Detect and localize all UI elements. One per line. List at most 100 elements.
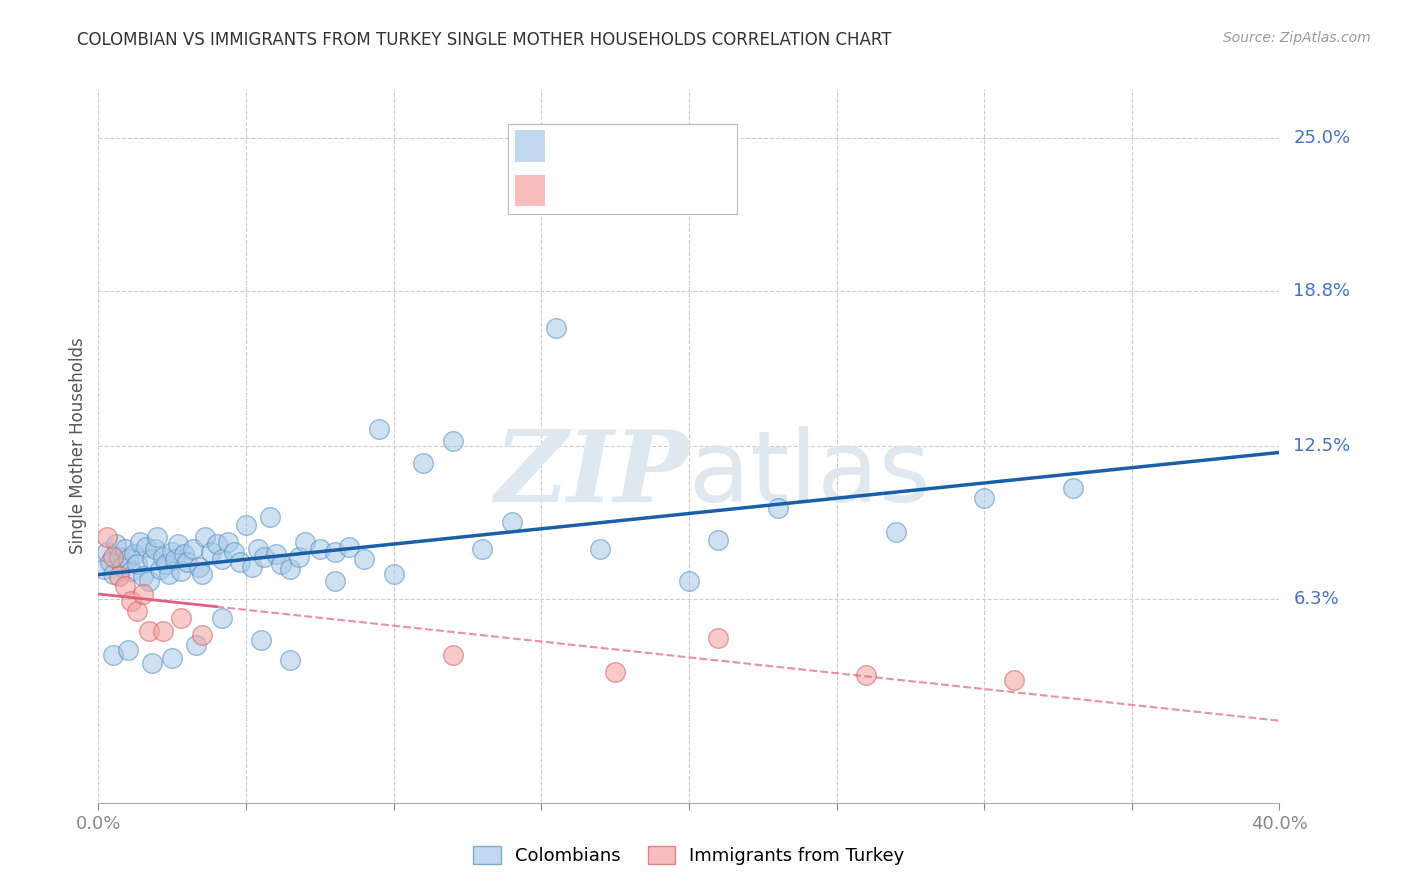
Point: [194, 530, 217, 544]
Point: [157, 566, 180, 581]
Text: 0.162: 0.162: [583, 138, 637, 153]
Point: [240, 559, 263, 574]
Point: [280, 653, 302, 667]
Point: [132, 587, 155, 601]
Point: [205, 537, 228, 551]
Point: [191, 566, 214, 581]
Point: [264, 547, 287, 561]
Point: [138, 624, 160, 638]
Point: [501, 516, 523, 530]
Point: [170, 565, 193, 579]
Point: [103, 549, 125, 564]
Point: [253, 549, 276, 564]
Point: [412, 456, 434, 470]
Point: [103, 648, 125, 662]
Point: [250, 633, 273, 648]
Point: [280, 562, 302, 576]
Point: [368, 422, 391, 436]
Point: [105, 537, 128, 551]
Point: [125, 557, 148, 571]
Point: [122, 547, 145, 561]
Text: 16: 16: [679, 183, 700, 198]
Point: [96, 545, 118, 559]
Point: [217, 535, 239, 549]
Point: [108, 549, 131, 564]
Point: [135, 540, 157, 554]
Text: 25.0%: 25.0%: [1294, 129, 1351, 147]
Point: [141, 656, 163, 670]
Point: [103, 566, 125, 581]
Text: 18.8%: 18.8%: [1294, 282, 1350, 300]
Point: [323, 574, 346, 589]
Point: [162, 545, 183, 559]
Point: [855, 668, 877, 682]
Point: [176, 555, 198, 569]
Point: [246, 542, 269, 557]
Legend: Colombians, Immigrants from Turkey: Colombians, Immigrants from Turkey: [467, 838, 911, 872]
Point: [441, 434, 464, 448]
Point: [149, 562, 172, 576]
Point: [111, 559, 134, 574]
Point: [471, 542, 494, 557]
Text: 12.5%: 12.5%: [1294, 437, 1351, 455]
Point: [173, 547, 195, 561]
Point: [187, 559, 209, 574]
Text: N =: N =: [641, 183, 685, 198]
Text: atlas: atlas: [689, 426, 931, 523]
Point: [382, 566, 405, 581]
Text: ZIP: ZIP: [494, 426, 689, 523]
Point: [270, 557, 292, 571]
Point: [155, 557, 177, 571]
Point: [707, 631, 730, 645]
Text: -0.257: -0.257: [583, 183, 637, 198]
Point: [181, 542, 204, 557]
Point: [191, 628, 214, 642]
Point: [143, 542, 166, 557]
Point: [339, 540, 361, 554]
Point: [1002, 673, 1025, 687]
Point: [259, 510, 281, 524]
Point: [546, 321, 568, 335]
Point: [165, 552, 187, 566]
Point: [678, 574, 700, 589]
Point: [309, 542, 332, 557]
Point: [152, 549, 174, 564]
Text: R =: R =: [553, 183, 585, 198]
Point: [117, 552, 139, 566]
Point: [294, 535, 316, 549]
Point: [224, 545, 246, 559]
Point: [114, 542, 136, 557]
Point: [235, 517, 257, 532]
Point: [125, 604, 148, 618]
Text: R =: R =: [553, 138, 585, 153]
Point: [884, 525, 907, 540]
Point: [120, 565, 142, 579]
Point: [323, 545, 346, 559]
Text: Source: ZipAtlas.com: Source: ZipAtlas.com: [1223, 31, 1371, 45]
Point: [128, 535, 150, 549]
Point: [766, 500, 789, 515]
Point: [441, 648, 464, 662]
Point: [162, 650, 183, 665]
Point: [108, 569, 131, 583]
Point: [114, 579, 136, 593]
Point: [211, 552, 233, 566]
Point: [120, 594, 142, 608]
Point: [184, 638, 207, 652]
Point: [138, 574, 160, 589]
Point: [1062, 481, 1084, 495]
Point: [211, 611, 233, 625]
Point: [707, 533, 730, 547]
Point: [141, 552, 163, 566]
Point: [146, 530, 169, 544]
Point: [170, 611, 193, 625]
Point: [152, 624, 174, 638]
Point: [93, 562, 115, 576]
Y-axis label: Single Mother Households: Single Mother Households: [69, 338, 87, 554]
Text: N =: N =: [630, 138, 673, 153]
Text: 76: 76: [668, 138, 689, 153]
Point: [200, 545, 222, 559]
Point: [229, 555, 252, 569]
Point: [117, 643, 139, 657]
Text: 6.3%: 6.3%: [1294, 590, 1339, 607]
